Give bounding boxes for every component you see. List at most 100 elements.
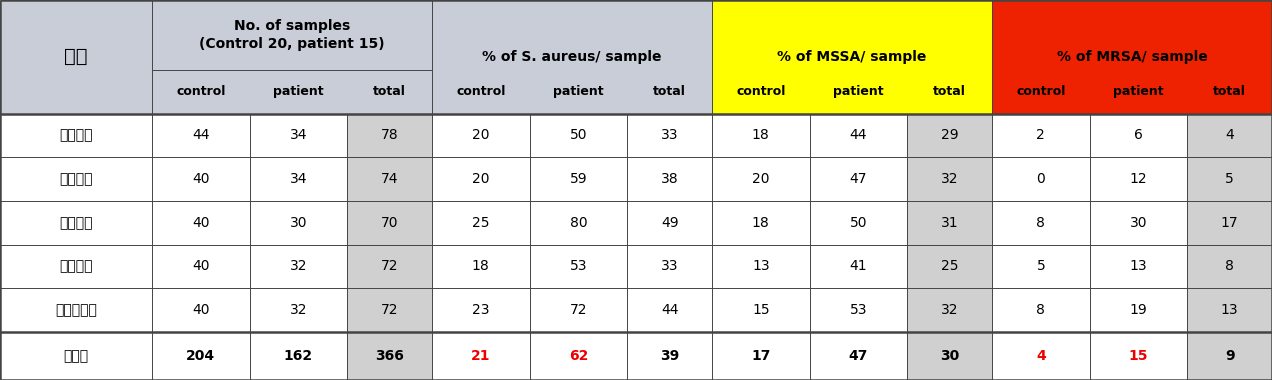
Bar [347, 70, 432, 114]
Bar [529, 245, 627, 288]
Text: 5: 5 [1037, 260, 1046, 274]
Text: 44: 44 [850, 128, 868, 142]
Bar [529, 114, 627, 157]
Bar [712, 245, 810, 288]
Bar [712, 288, 810, 332]
Bar [627, 114, 712, 157]
Bar [992, 288, 1090, 332]
Text: 53: 53 [570, 260, 588, 274]
Text: 21: 21 [471, 349, 491, 363]
Text: 9: 9 [1225, 349, 1235, 363]
Text: 20: 20 [472, 128, 490, 142]
Bar [992, 157, 1090, 201]
Bar [907, 201, 992, 245]
Bar [0, 245, 151, 288]
Bar [1090, 288, 1187, 332]
Text: patient: patient [1113, 85, 1164, 98]
Text: 13: 13 [1130, 260, 1147, 274]
Bar [1187, 245, 1272, 288]
Text: 204: 204 [186, 349, 215, 363]
Text: % of MRSA/ sample: % of MRSA/ sample [1057, 50, 1207, 64]
Bar [627, 201, 712, 245]
Text: 총합계: 총합계 [64, 349, 89, 363]
Text: 4: 4 [1225, 128, 1234, 142]
Text: patient: patient [553, 85, 604, 98]
Text: 62: 62 [569, 349, 588, 363]
Text: control: control [176, 85, 225, 98]
Bar [347, 245, 432, 288]
Bar [249, 70, 347, 114]
Bar [810, 201, 907, 245]
Text: 25: 25 [472, 216, 490, 230]
Bar [249, 245, 347, 288]
Bar [907, 245, 992, 288]
Text: 32: 32 [290, 303, 308, 317]
Text: 17: 17 [1221, 216, 1239, 230]
Text: 74: 74 [380, 172, 398, 186]
Bar [810, 288, 907, 332]
Text: patient: patient [273, 85, 324, 98]
Text: 72: 72 [570, 303, 588, 317]
Bar [151, 245, 249, 288]
Bar [627, 70, 712, 114]
Bar [1187, 288, 1272, 332]
Text: 18: 18 [472, 260, 490, 274]
Bar [627, 157, 712, 201]
Bar [151, 201, 249, 245]
Text: 30: 30 [290, 216, 308, 230]
Bar [529, 157, 627, 201]
Bar [529, 332, 627, 380]
Text: 78: 78 [380, 128, 398, 142]
Bar [529, 288, 627, 332]
Bar [347, 332, 432, 380]
Text: 40: 40 [192, 172, 210, 186]
Bar [0, 201, 151, 245]
Bar [347, 288, 432, 332]
Text: control: control [736, 85, 786, 98]
Text: 18: 18 [752, 128, 770, 142]
Bar [712, 157, 810, 201]
Text: 12: 12 [1130, 172, 1147, 186]
Text: 병원: 병원 [64, 47, 88, 66]
Text: 70: 70 [380, 216, 398, 230]
Bar [1090, 70, 1187, 114]
Bar [432, 201, 529, 245]
Text: 17: 17 [752, 349, 771, 363]
Bar [432, 157, 529, 201]
Bar [0, 114, 151, 157]
Text: 23: 23 [472, 303, 490, 317]
Bar [432, 288, 529, 332]
Bar [810, 245, 907, 288]
Bar [0, 0, 151, 114]
Bar [249, 114, 347, 157]
Text: 33: 33 [661, 128, 678, 142]
Bar [1090, 201, 1187, 245]
Bar [907, 157, 992, 201]
Bar [1090, 245, 1187, 288]
Text: 0: 0 [1037, 172, 1046, 186]
Text: 32: 32 [941, 303, 958, 317]
Text: 47: 47 [848, 349, 869, 363]
Bar [432, 332, 529, 380]
Text: 34: 34 [290, 172, 308, 186]
Bar [249, 201, 347, 245]
Bar [810, 70, 907, 114]
Bar [712, 114, 810, 157]
Bar [347, 114, 432, 157]
Text: % of S. aureus/ sample: % of S. aureus/ sample [482, 50, 661, 64]
Bar [627, 332, 712, 380]
Bar [151, 0, 432, 70]
Text: 40: 40 [192, 303, 210, 317]
Bar [712, 0, 992, 114]
Text: 25: 25 [941, 260, 958, 274]
Bar [347, 157, 432, 201]
Bar [0, 157, 151, 201]
Text: 2: 2 [1037, 128, 1046, 142]
Text: 162: 162 [284, 349, 313, 363]
Text: patient: patient [833, 85, 884, 98]
Text: 32: 32 [290, 260, 308, 274]
Bar [432, 114, 529, 157]
Text: 29: 29 [941, 128, 959, 142]
Bar [0, 288, 151, 332]
Text: 41: 41 [850, 260, 868, 274]
